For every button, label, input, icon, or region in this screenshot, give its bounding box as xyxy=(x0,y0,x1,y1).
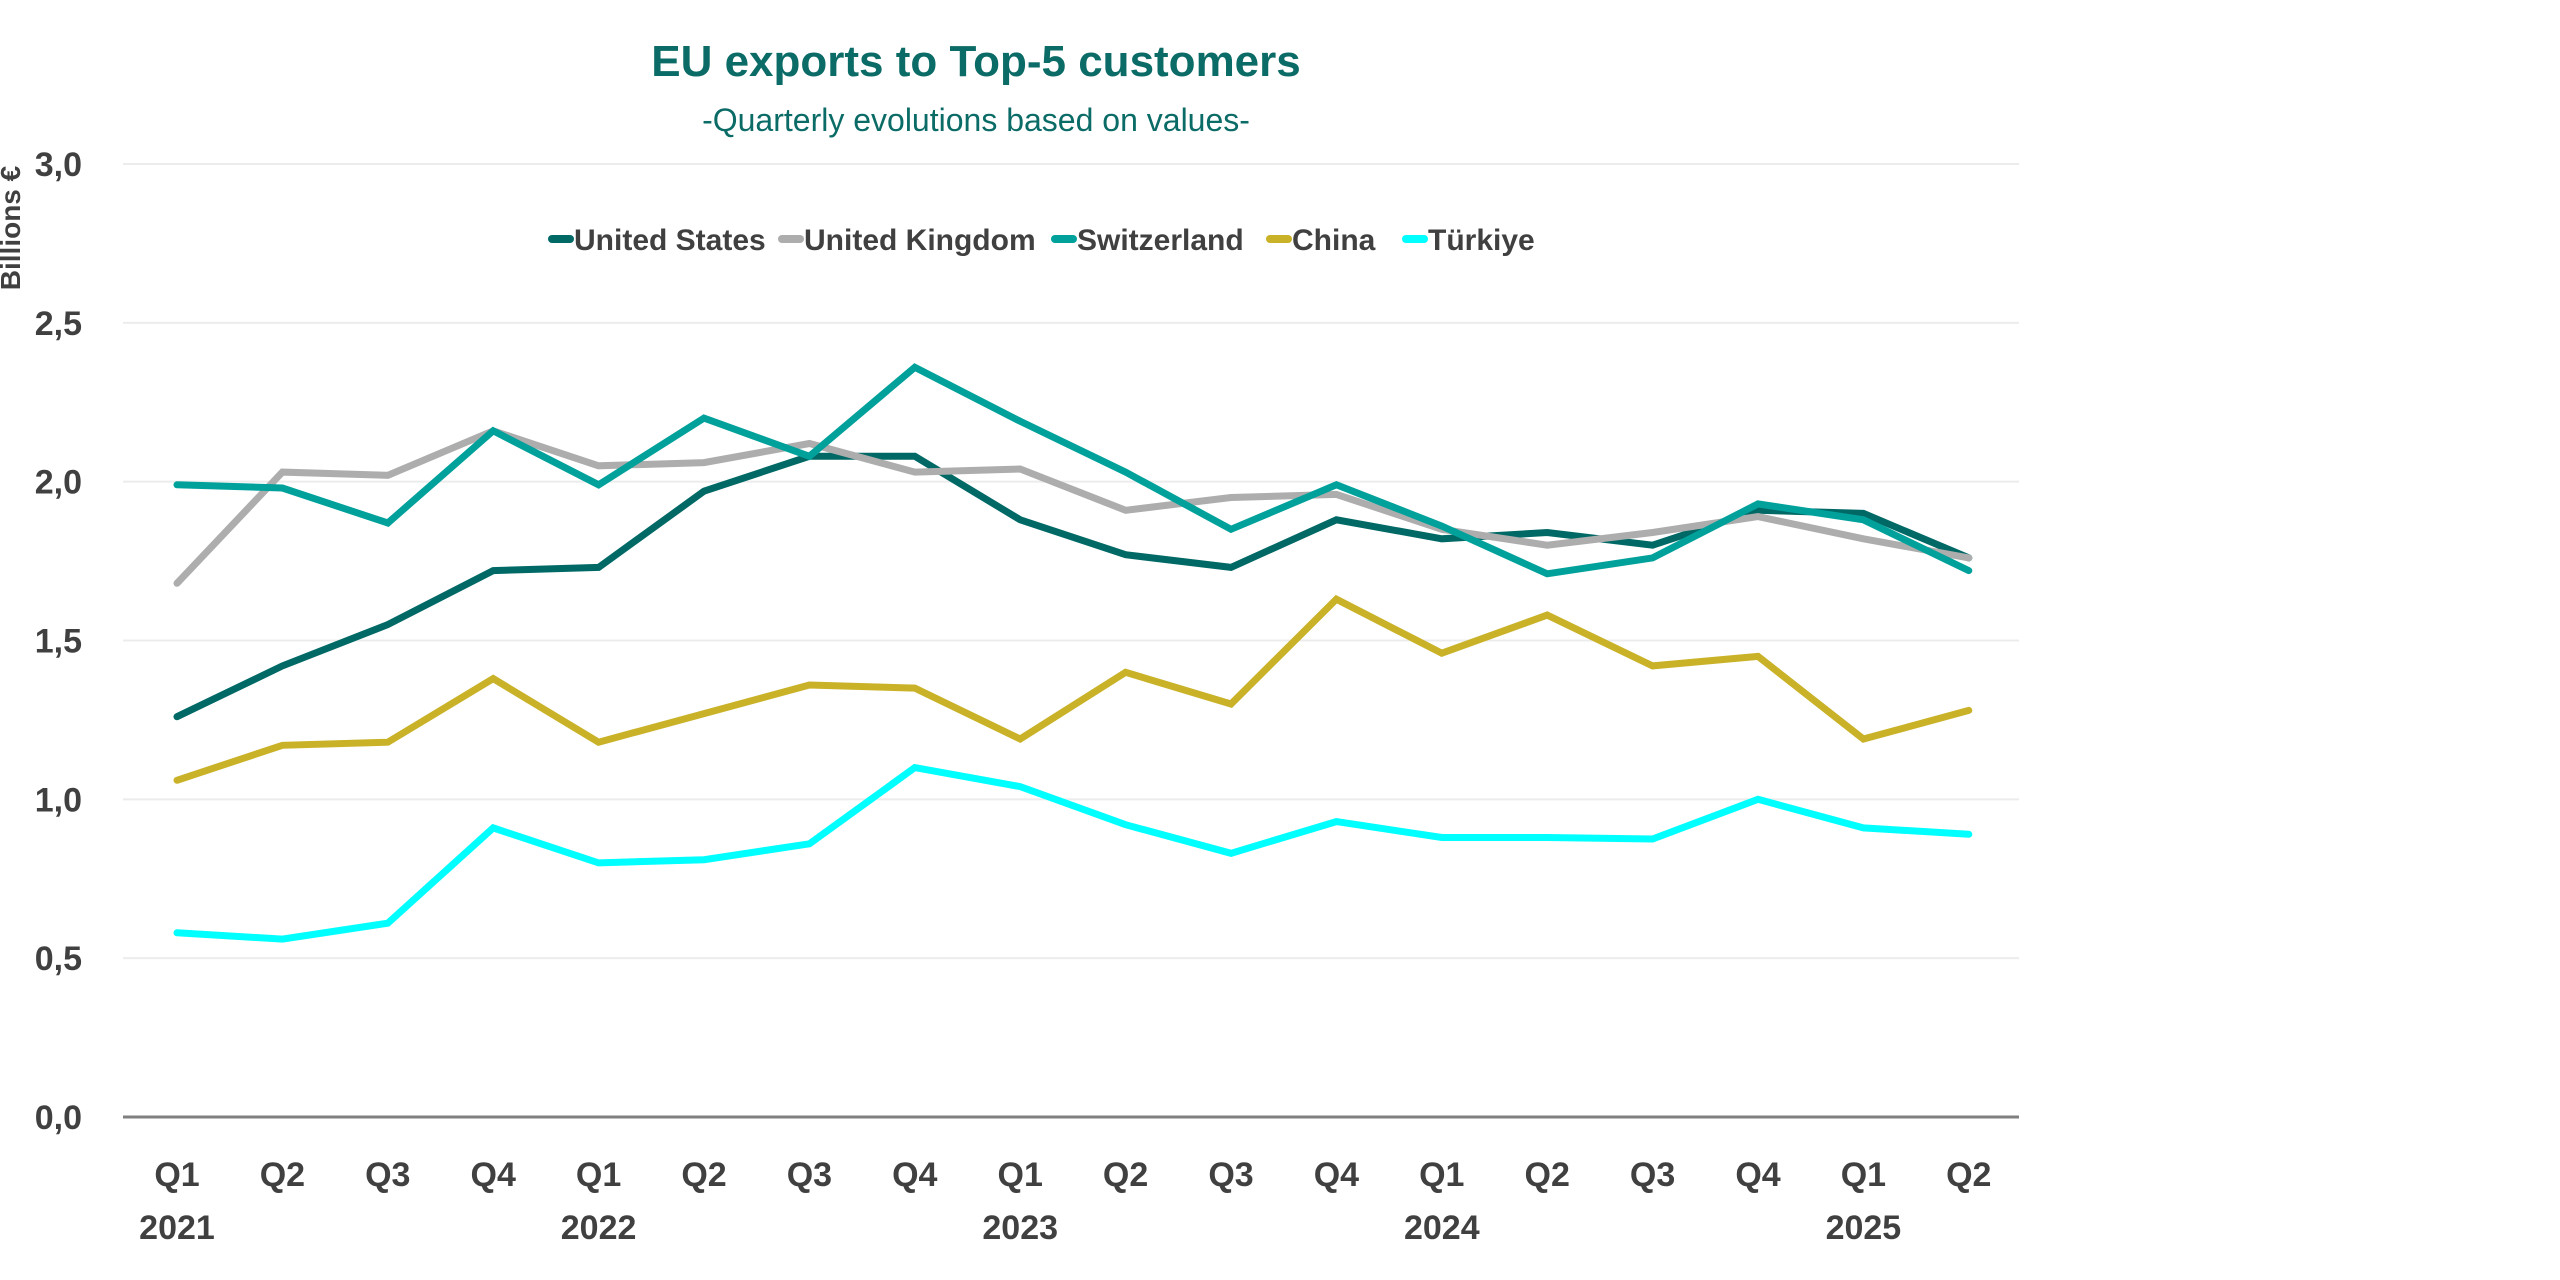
series-line-china xyxy=(173,594,1973,784)
x-tick-label-quarter: Q1 xyxy=(1841,1156,1886,1194)
x-tick-label-quarter: Q4 xyxy=(1735,1156,1780,1194)
x-tick-label-quarter: Q2 xyxy=(1946,1156,1991,1194)
y-tick-label: 0,0 xyxy=(35,1099,82,1137)
series-line-united-kingdom xyxy=(173,427,1973,587)
series-line-switzerland xyxy=(173,363,1973,578)
x-axis-ticks: Q1 Q2 Q3 Q4 Q1 Q2 Q3 Q4 Q1 Q2 Q3 Q4 Q1 Q2 Q3 Q4 Q1 Q2 2021… xyxy=(139,1156,1991,1247)
y-axis-ticks: 0,0 0,5 1,0 1,5 2,0 2,5 3,0 xyxy=(35,146,82,1137)
legend-item-t-rkiye: Türkiye xyxy=(1402,224,1535,257)
legend-label: United States xyxy=(574,224,766,257)
y-tick-label: 0,5 xyxy=(35,940,82,978)
x-tick-label-quarter: Q4 xyxy=(1314,1156,1359,1194)
x-tick-label-quarter: Q3 xyxy=(1630,1156,1675,1194)
legend-label: Switzerland xyxy=(1077,224,1244,257)
x-tick-label-quarter: Q4 xyxy=(471,1156,516,1194)
gridlines xyxy=(123,163,2019,960)
x-tick-label-quarter: Q3 xyxy=(787,1156,832,1194)
x-tick-label-quarter: Q2 xyxy=(260,1156,305,1194)
x-tick-label-quarter: Q1 xyxy=(1419,1156,1464,1194)
x-tick-label-quarter: Q1 xyxy=(998,1156,1043,1194)
legend-label: Türkiye xyxy=(1428,224,1535,257)
series-lines xyxy=(173,363,1973,943)
y-tick-label: 2,0 xyxy=(35,464,82,502)
x-tick-label-year: 2025 xyxy=(1826,1209,1902,1247)
legend: United States United Kingdom Switzerland Ch… xyxy=(548,224,1535,257)
y-tick-label: 1,0 xyxy=(35,781,82,819)
x-tick-label-quarter: Q2 xyxy=(1525,1156,1570,1194)
x-tick-label-quarter: Q1 xyxy=(154,1156,199,1194)
legend-label: China xyxy=(1292,224,1376,257)
x-tick-label-year: 2022 xyxy=(561,1209,637,1247)
chart-title: EU exports to Top-5 customers xyxy=(651,37,1301,86)
x-tick-label-quarter: Q2 xyxy=(681,1156,726,1194)
y-tick-label: 1,5 xyxy=(35,623,82,661)
x-tick-label-quarter: Q1 xyxy=(576,1156,621,1194)
x-tick-label-year: 2023 xyxy=(982,1209,1058,1247)
y-tick-label: 2,5 xyxy=(35,305,82,343)
legend-label: United Kingdom xyxy=(804,224,1036,257)
x-tick-label-quarter: Q3 xyxy=(365,1156,410,1194)
legend-item-china: China xyxy=(1266,224,1376,257)
legend-item-united-states: United States xyxy=(548,224,766,257)
series-line-united-states xyxy=(173,452,1973,721)
x-tick-label-year: 2024 xyxy=(1404,1209,1480,1247)
y-tick-label: 3,0 xyxy=(35,146,82,184)
chart-subtitle: -Quarterly evolutions based on values- xyxy=(702,102,1250,138)
x-tick-label-quarter: Q4 xyxy=(892,1156,937,1194)
x-tick-label-quarter: Q2 xyxy=(1103,1156,1148,1194)
x-tick-label-quarter: Q3 xyxy=(1208,1156,1253,1194)
legend-item-switzerland: Switzerland xyxy=(1051,224,1244,257)
x-tick-label-year: 2021 xyxy=(139,1209,215,1247)
legend-item-united-kingdom: United Kingdom xyxy=(778,224,1036,257)
series-line-t-rkiye xyxy=(173,763,1973,943)
y-axis-label: Billions € xyxy=(0,165,26,290)
